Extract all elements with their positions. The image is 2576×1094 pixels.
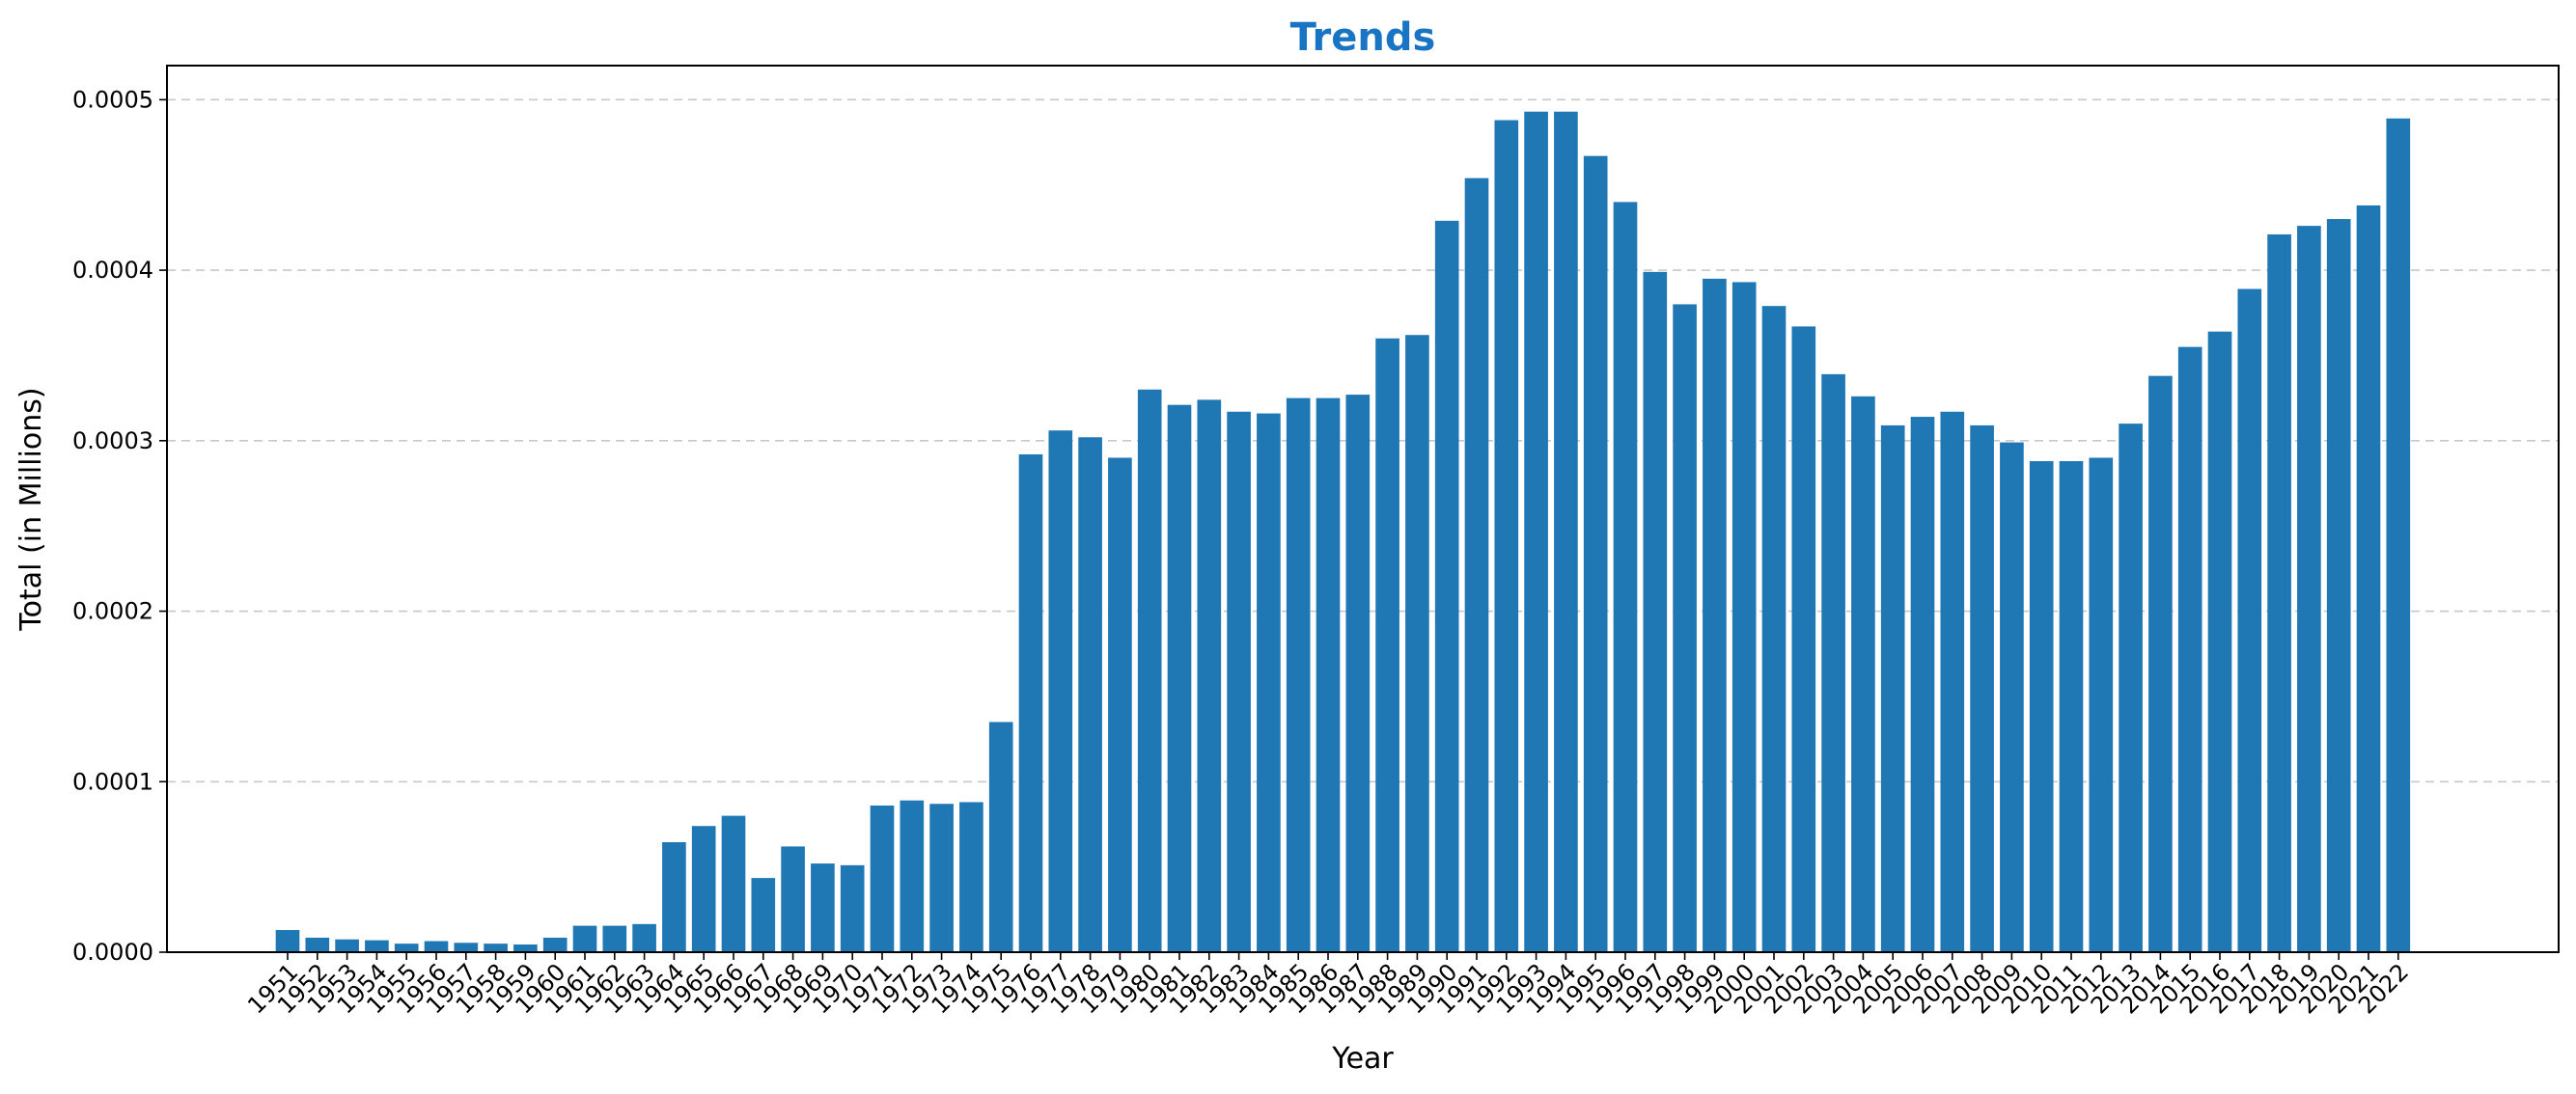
- chart-title: Trends: [1290, 15, 1436, 60]
- bar-1980: [1137, 389, 1162, 952]
- bar-2011: [2059, 461, 2084, 952]
- bar-1991: [1464, 178, 1489, 952]
- bar-1974: [959, 802, 983, 952]
- bar-2018: [2267, 233, 2291, 953]
- bar-1962: [602, 925, 627, 952]
- bar-1987: [1345, 395, 1371, 952]
- bar-1999: [1703, 278, 1727, 952]
- bar-2010: [2029, 461, 2054, 952]
- bar-2014: [2148, 375, 2173, 952]
- bar-1993: [1524, 111, 1548, 953]
- bar-2007: [1940, 411, 1965, 953]
- bar-2000: [1731, 282, 1757, 952]
- bar-2003: [1821, 373, 1845, 952]
- bar-1997: [1643, 271, 1668, 952]
- x-axis: 1951195219531954195519561957195819591960…: [242, 952, 2414, 1019]
- bar-1957: [454, 943, 479, 952]
- bar-1972: [900, 800, 925, 952]
- bar-1996: [1613, 202, 1638, 952]
- bar-2016: [2207, 331, 2232, 952]
- bar-1988: [1375, 338, 1399, 952]
- bar-1992: [1494, 120, 1519, 953]
- bar-2015: [2177, 346, 2202, 952]
- bar-1998: [1673, 304, 1697, 952]
- bar-1951: [275, 930, 300, 952]
- bar-1960: [542, 937, 568, 952]
- bar-1956: [424, 941, 449, 952]
- plot-frame: [166, 65, 2560, 953]
- bar-1955: [394, 944, 419, 952]
- bar-1983: [1227, 411, 1251, 953]
- bar-1986: [1316, 397, 1341, 952]
- bars: [275, 111, 2411, 953]
- x-axis-label: Year: [1331, 1042, 1394, 1076]
- bar-1961: [572, 925, 597, 952]
- bar-2013: [2119, 424, 2143, 952]
- y-tick-label: 0.0000: [72, 939, 153, 966]
- bar-1981: [1167, 404, 1192, 953]
- bar-1984: [1257, 413, 1281, 952]
- y-axis-label: Total (in Millions): [14, 387, 48, 631]
- bar-1965: [691, 826, 716, 952]
- bar-2001: [1761, 306, 1787, 952]
- bar-2012: [2089, 457, 2114, 952]
- bar-1970: [840, 864, 865, 952]
- bar-1963: [632, 923, 656, 952]
- bar-2006: [1910, 417, 1935, 952]
- bar-1971: [870, 806, 895, 952]
- bar-2004: [1851, 396, 1875, 953]
- y-tick-label: 0.0001: [72, 768, 153, 795]
- bar-2009: [2000, 442, 2024, 952]
- bar-1975: [988, 722, 1013, 952]
- bar-1989: [1405, 335, 1429, 952]
- bar-1977: [1048, 430, 1073, 952]
- bar-1994: [1554, 111, 1578, 953]
- bar-1969: [811, 863, 835, 952]
- y-tick-label: 0.0002: [72, 598, 153, 625]
- bar-1964: [662, 842, 686, 952]
- bar-2021: [2356, 205, 2381, 952]
- y-axis: 0.0000 0.0001 0.0002 0.0003 0.0004 0.0005: [72, 86, 167, 966]
- bar-2008: [1970, 424, 1994, 952]
- y-tick-label: 0.0003: [72, 427, 153, 454]
- bar-1982: [1197, 399, 1222, 952]
- bar-2017: [2237, 288, 2262, 952]
- bar-1954: [365, 940, 389, 952]
- bar-1990: [1434, 220, 1459, 952]
- bar-1968: [781, 846, 805, 952]
- y-tick-label: 0.0005: [72, 86, 153, 113]
- y-tick-label: 0.0004: [72, 257, 153, 284]
- bar-1978: [1078, 437, 1102, 952]
- bar-1952: [305, 937, 330, 952]
- bar-1953: [335, 939, 359, 952]
- bar-2022: [2386, 118, 2411, 952]
- bar-1959: [513, 944, 538, 952]
- bar-1979: [1108, 457, 1132, 952]
- bar-1973: [929, 804, 954, 952]
- bar-2020: [2326, 219, 2351, 953]
- bar-1985: [1286, 397, 1311, 952]
- bar-1967: [751, 878, 776, 952]
- bar-2019: [2297, 226, 2321, 952]
- bar-1995: [1583, 155, 1608, 953]
- bar-1976: [1018, 453, 1043, 952]
- bar-2005: [1880, 424, 1905, 952]
- bar-1958: [484, 944, 508, 952]
- bar-2002: [1791, 326, 1816, 952]
- bar-1966: [721, 815, 746, 952]
